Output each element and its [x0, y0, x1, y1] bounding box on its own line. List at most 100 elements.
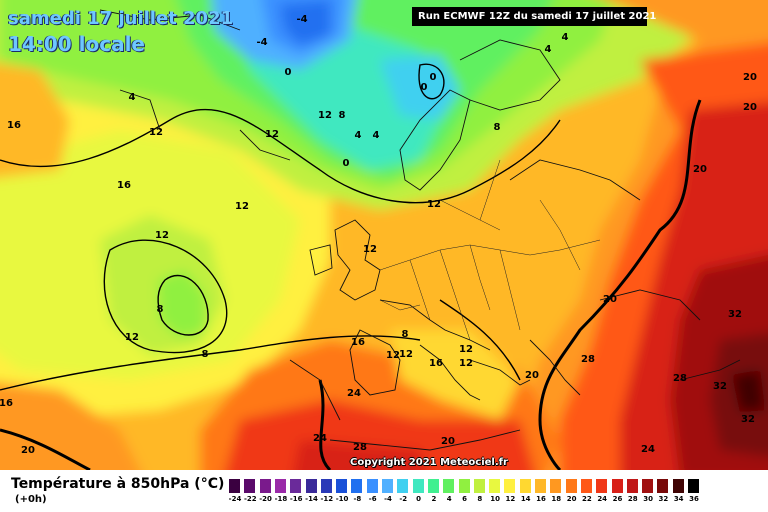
isotherm-label: 32: [728, 309, 742, 320]
isotherm-label: 20: [603, 294, 617, 305]
legend-swatch: [412, 479, 424, 493]
temperature-map: -4 -4 0 0 4 4 4 8 12 8 4 12 0 0 8 16 12 …: [0, 0, 768, 470]
isotherm-label: 20: [693, 164, 707, 175]
legend-swatch: [274, 479, 286, 493]
legend-level-label: 32: [658, 495, 669, 503]
coastlines: [99, 9, 741, 451]
isotherm-label: 4: [355, 130, 362, 141]
legend-swatch: [550, 479, 562, 493]
isotherm-label: 20: [743, 72, 757, 83]
legend-swatch: [244, 479, 256, 493]
isotherm-label: 12: [399, 349, 413, 360]
legend-swatch: [427, 479, 439, 493]
isotherm-label: 4: [562, 32, 569, 43]
isotherm-label: 16: [7, 120, 21, 131]
country-borders: [379, 159, 601, 341]
isotherm-label: 12: [318, 110, 332, 121]
legend-level-label: 22: [582, 495, 592, 503]
isotherm-label: 12: [155, 230, 169, 241]
isotherm-label: 20: [743, 102, 757, 113]
legend-swatch: [458, 479, 470, 493]
isotherm-label: 12: [235, 201, 249, 212]
isotherm-label: 20: [21, 445, 35, 456]
isotherm-label: 16: [429, 358, 443, 369]
legend-level-label: 10: [490, 495, 500, 503]
legend-swatch: [259, 479, 271, 493]
legend-swatch: [336, 479, 348, 493]
isotherm-label: 16: [0, 398, 13, 409]
legend-level-label: -24: [228, 495, 242, 503]
legend-level-label: -16: [289, 495, 303, 503]
legend-level-label: 30: [643, 495, 653, 503]
legend-swatch: [596, 479, 608, 493]
legend-swatch: [473, 479, 485, 493]
forecast-date: samedi 17 juillet 2021: [8, 8, 234, 29]
legend-swatch: [688, 479, 699, 493]
isotherm-label: 0: [430, 72, 437, 83]
temperature-field: [0, 0, 768, 470]
legend-level-label: 34: [673, 495, 684, 503]
isotherm-label: 24: [313, 433, 327, 444]
legend-level-label: 24: [597, 495, 608, 503]
legend-level-label: -18: [274, 495, 288, 503]
legend-level-label: -8: [353, 495, 362, 503]
isotherm-label: 20: [441, 436, 455, 447]
legend-level-label: 20: [566, 495, 577, 503]
legend-swatch: [626, 479, 638, 493]
isotherm-label: 4: [373, 130, 380, 141]
isotherm-label: 12: [459, 344, 473, 355]
legend-swatch: [519, 479, 531, 493]
isotherm-label: 12: [125, 332, 139, 343]
isotherm-label: 12: [265, 129, 279, 140]
model-run-label: Run ECMWF 12Z du samedi 17 juillet 2021: [412, 7, 656, 26]
legend-level-label: 16: [536, 495, 546, 503]
isotherm-label: 12: [427, 199, 441, 210]
isotherm-label: 12: [386, 350, 400, 361]
legend-footer: Température à 850hPa (°C) (+0h) -24 -22 -2…: [0, 470, 768, 512]
forecast-offset: (+0h): [15, 494, 47, 505]
isotherm-label: 32: [713, 381, 727, 392]
isotherm-label: 16: [117, 180, 131, 191]
legend-swatch: [489, 479, 501, 493]
isotherm-label: 24: [347, 388, 361, 399]
isotherm-label: 20: [525, 370, 539, 381]
legend-swatch: [580, 479, 592, 493]
isotherm-label: 8: [157, 304, 164, 315]
isotherm-label: 16: [351, 337, 365, 348]
isotherm-label: 8: [494, 122, 501, 133]
legend-level-label: -22: [243, 495, 257, 503]
isotherm-labels: -4 -4 0 0 4 4 4 8 12 8 4 12 0 0 8 16 12 …: [0, 14, 757, 456]
legend-level-label: 14: [520, 495, 531, 503]
legend-level-label: 8: [477, 495, 483, 503]
variable-title: Température à 850hPa (°C): [11, 476, 225, 492]
isotherm-label: 8: [339, 110, 346, 121]
isotherm-label: 28: [581, 354, 595, 365]
isotherm-label: -4: [296, 14, 307, 25]
legend-swatch: [290, 479, 302, 493]
isotherm-label: 32: [741, 414, 755, 425]
legend-swatch: [504, 479, 516, 493]
legend-level-label: 2: [431, 495, 437, 503]
legend-swatch: [305, 479, 317, 493]
legend-swatch: [565, 479, 577, 493]
legend-level-label: 36: [689, 495, 699, 503]
isotherm-label: 12: [363, 244, 377, 255]
isotherm-label: 0: [285, 67, 292, 78]
legend-level-label: -4: [384, 495, 392, 503]
isotherm-label: 28: [673, 373, 687, 384]
isotherm-lines: [0, 63, 561, 391]
legend-level-label: 26: [612, 495, 623, 503]
isotherm-label: 8: [402, 329, 409, 340]
legend-level-label: 6: [462, 495, 467, 503]
legend-swatch: [320, 479, 332, 493]
legend-swatch: [657, 479, 669, 493]
legend-level-label: 4: [446, 495, 452, 503]
isotherm-label: -4: [256, 37, 267, 48]
legend-level-label: -2: [399, 495, 408, 503]
legend-swatch: [672, 479, 684, 493]
forecast-time: 14:00 locale: [8, 32, 145, 56]
legend-level-label: -12: [320, 495, 334, 503]
legend-level-label: -6: [368, 495, 377, 503]
legend-level-label: -20: [259, 495, 272, 503]
legend-swatch: [611, 479, 623, 493]
